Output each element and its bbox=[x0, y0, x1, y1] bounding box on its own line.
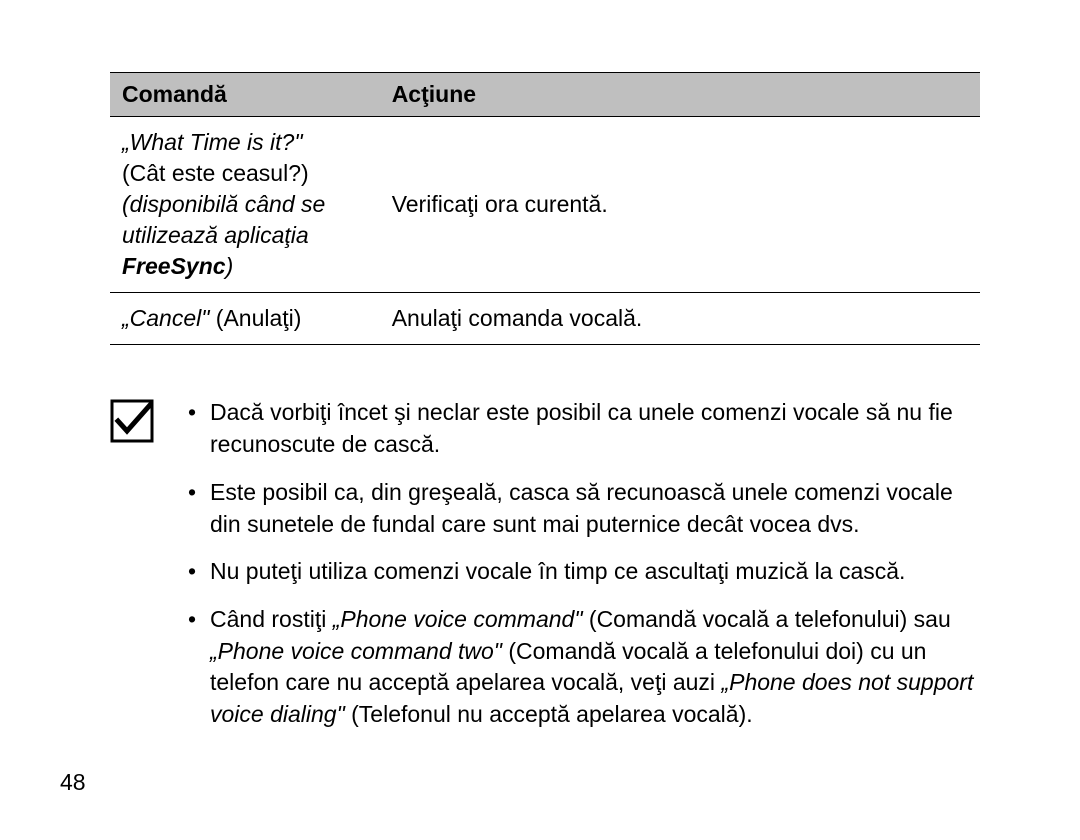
command-note: (disponibilă când se bbox=[122, 191, 325, 217]
checkbox-icon bbox=[110, 399, 154, 443]
note-icon bbox=[110, 399, 170, 452]
header-command: Comandă bbox=[110, 73, 380, 117]
note-italic: „Phone voice command two" bbox=[210, 638, 502, 664]
command-table: Comandă Acţiune „What Time is it?" (Cât … bbox=[110, 72, 980, 345]
note-text: Nu puteţi utiliza comenzi vocale în timp… bbox=[210, 558, 905, 584]
note-seg: Când rostiţi bbox=[210, 606, 333, 632]
table-header-row: Comandă Acţiune bbox=[110, 73, 980, 117]
note-item: Este posibil ca, din greşeală, casca să … bbox=[188, 477, 980, 540]
document-page: Comandă Acţiune „What Time is it?" (Cât … bbox=[0, 0, 1080, 840]
command-phrase: „Cancel" bbox=[122, 305, 209, 331]
header-action: Acţiune bbox=[380, 73, 980, 117]
table-row: „Cancel" (Anulaţi) Anulaţi comanda vocal… bbox=[110, 293, 980, 345]
table-row: „What Time is it?" (Cât este ceasul?) (d… bbox=[110, 117, 980, 293]
note-text: Dacă vorbiţi încet şi neclar este posibi… bbox=[210, 399, 953, 457]
cell-action: Verificaţi ora curentă. bbox=[380, 117, 980, 293]
command-phrase: „What Time is it?" bbox=[122, 129, 303, 155]
command-translation: (Cât este ceasul?) bbox=[122, 160, 309, 186]
command-note-suffix: ) bbox=[226, 253, 234, 279]
note-item: Când rostiţi „Phone voice command" (Coma… bbox=[188, 604, 980, 731]
note-list: Dacă vorbiţi încet şi neclar este posibi… bbox=[188, 397, 980, 747]
command-translation: (Anulaţi) bbox=[209, 305, 301, 331]
cell-action: Anulaţi comanda vocală. bbox=[380, 293, 980, 345]
cell-command: „What Time is it?" (Cât este ceasul?) (d… bbox=[110, 117, 380, 293]
note-block: Dacă vorbiţi încet şi neclar este posibi… bbox=[110, 397, 980, 747]
page-number: 48 bbox=[60, 769, 86, 796]
cell-command: „Cancel" (Anulaţi) bbox=[110, 293, 380, 345]
note-italic: „Phone voice command" bbox=[333, 606, 583, 632]
note-item: Dacă vorbiţi încet şi neclar este posibi… bbox=[188, 397, 980, 460]
note-seg: (Comandă vocală a telefonului) sau bbox=[583, 606, 951, 632]
command-note: utilizează aplicaţia bbox=[122, 222, 309, 248]
note-item: Nu puteţi utiliza comenzi vocale în timp… bbox=[188, 556, 980, 588]
note-seg: (Telefonul nu acceptă apelarea vocală). bbox=[345, 701, 753, 727]
command-app-name: FreeSync bbox=[122, 253, 226, 279]
note-text: Este posibil ca, din greşeală, casca să … bbox=[210, 479, 953, 537]
